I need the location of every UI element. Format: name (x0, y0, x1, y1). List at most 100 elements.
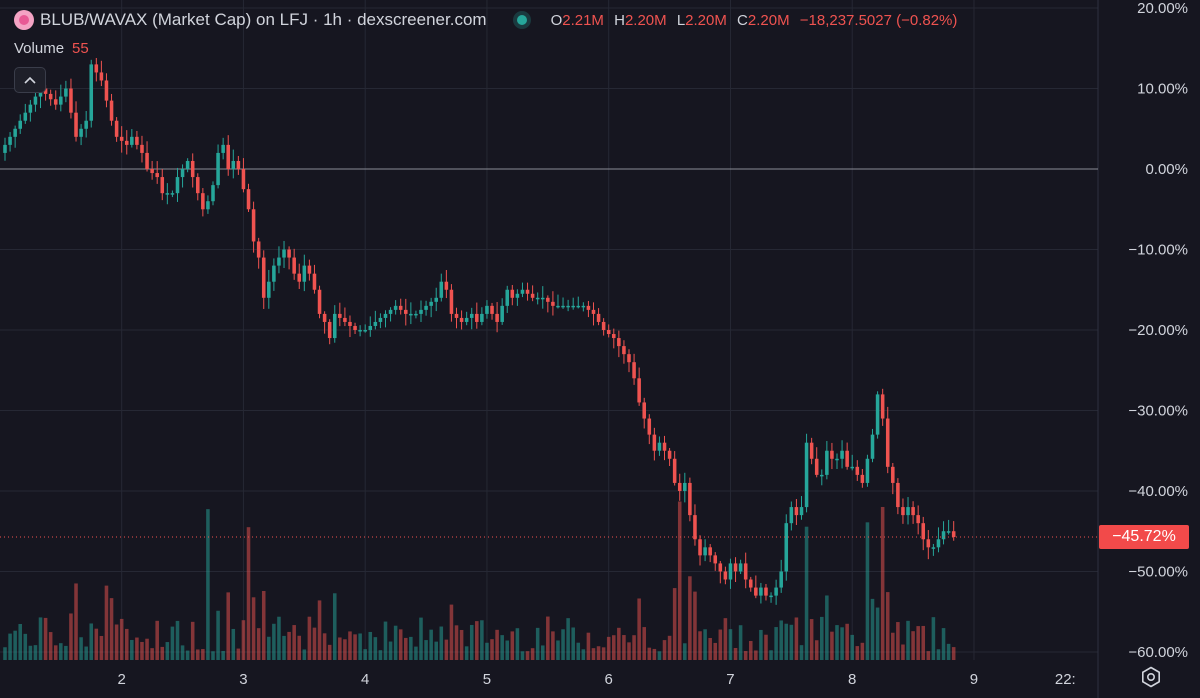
volume-bar (89, 623, 94, 660)
candle-body (723, 571, 728, 580)
volume-bar (475, 621, 479, 660)
volume-bar (667, 635, 672, 660)
candle-body (591, 309, 596, 314)
candle-body (94, 64, 99, 73)
volume-bar (601, 647, 606, 660)
volume-bar (393, 625, 398, 660)
candle-body (865, 458, 870, 483)
volume-bar (946, 643, 951, 660)
volume-bar (581, 649, 586, 660)
candle-body (160, 177, 165, 194)
candle-body (662, 442, 667, 451)
volume-bar (891, 632, 895, 660)
candle-body (718, 563, 723, 572)
candle-body (936, 539, 941, 548)
candle-body (231, 160, 236, 170)
volume-bar (576, 642, 581, 660)
candle-body (612, 334, 616, 339)
candle-body (804, 442, 809, 508)
volume-bar (332, 593, 337, 660)
candle-body (282, 249, 286, 258)
candle-body (196, 177, 200, 194)
volume-bar (409, 636, 413, 660)
volume-bar (693, 591, 697, 660)
candle-body (525, 289, 530, 294)
candle-body (469, 313, 474, 318)
volume-bar (18, 623, 22, 660)
volume-bar (566, 618, 570, 660)
x-tick-label: 8 (848, 671, 856, 688)
gear-icon[interactable] (1140, 666, 1162, 688)
volume-bar (728, 629, 733, 660)
x-tick-label: 3 (239, 671, 247, 688)
candle-body (495, 313, 499, 322)
volume-label: Volume (14, 40, 65, 57)
volume-bar (338, 637, 342, 660)
volume-bar (698, 631, 702, 660)
candle-body (840, 450, 844, 459)
volume-bar (809, 619, 814, 660)
candle-body (373, 321, 378, 326)
candle-body (119, 136, 124, 141)
candle-body (69, 88, 73, 113)
candle-body (505, 289, 510, 306)
volume-bar (363, 649, 367, 660)
candle-body (409, 313, 413, 316)
y-tick-label: −20.00% (1128, 322, 1188, 339)
candle-body (561, 305, 565, 308)
high-value: 2.20M (624, 11, 667, 29)
volume-bar (53, 645, 58, 660)
candle-body (459, 317, 464, 322)
candle-body (145, 152, 149, 170)
volume-bar (130, 639, 134, 660)
candle-body (114, 120, 119, 137)
volume-bar (33, 645, 38, 660)
volume-bar (246, 527, 251, 660)
volume-bar (500, 635, 504, 660)
volume-bar (789, 624, 794, 660)
candle-body (769, 595, 773, 598)
volume-bar (830, 631, 834, 660)
candle-body (272, 265, 276, 282)
candle-body (601, 321, 606, 330)
volume-bar (941, 628, 946, 660)
volume-bar (287, 631, 291, 660)
volume-bar (64, 645, 68, 660)
collapse-legend-button[interactable] (14, 67, 46, 93)
candle-body (99, 72, 104, 81)
candle-body (627, 354, 631, 363)
volume-bar (820, 616, 824, 660)
candle-body (246, 189, 251, 210)
candle-body (312, 273, 317, 290)
volume-bar (43, 617, 48, 660)
open-value: 2.21M (562, 11, 604, 29)
candle-body (13, 128, 17, 137)
x-tick-label: 22: (1055, 671, 1076, 688)
volume-bar (916, 626, 920, 660)
volume-bar (535, 627, 540, 660)
candle-body (683, 482, 687, 491)
volume-bar (454, 625, 459, 660)
volume-bar (530, 648, 535, 660)
candle-body (23, 112, 28, 121)
ohlc-readout: O2.21M H2.20M L2.20M C2.20M −18,237.5027… (551, 12, 964, 29)
candle-body (287, 249, 291, 258)
candle-body (754, 587, 758, 596)
volume-bar (267, 636, 271, 660)
candle-body (845, 450, 849, 467)
candle-body (190, 160, 195, 178)
candle-body (622, 346, 626, 355)
volume-bar (231, 628, 236, 660)
volume-bar (683, 643, 687, 660)
candle-body (3, 144, 7, 153)
volume-bar (840, 627, 844, 660)
candle-body (267, 281, 271, 298)
volume-bar (596, 646, 601, 660)
volume-bar (921, 625, 926, 660)
candle-body (424, 305, 428, 310)
candle-body (363, 330, 367, 332)
candle-body (109, 100, 114, 121)
candle-body (688, 482, 692, 516)
volume-bar (99, 635, 104, 660)
